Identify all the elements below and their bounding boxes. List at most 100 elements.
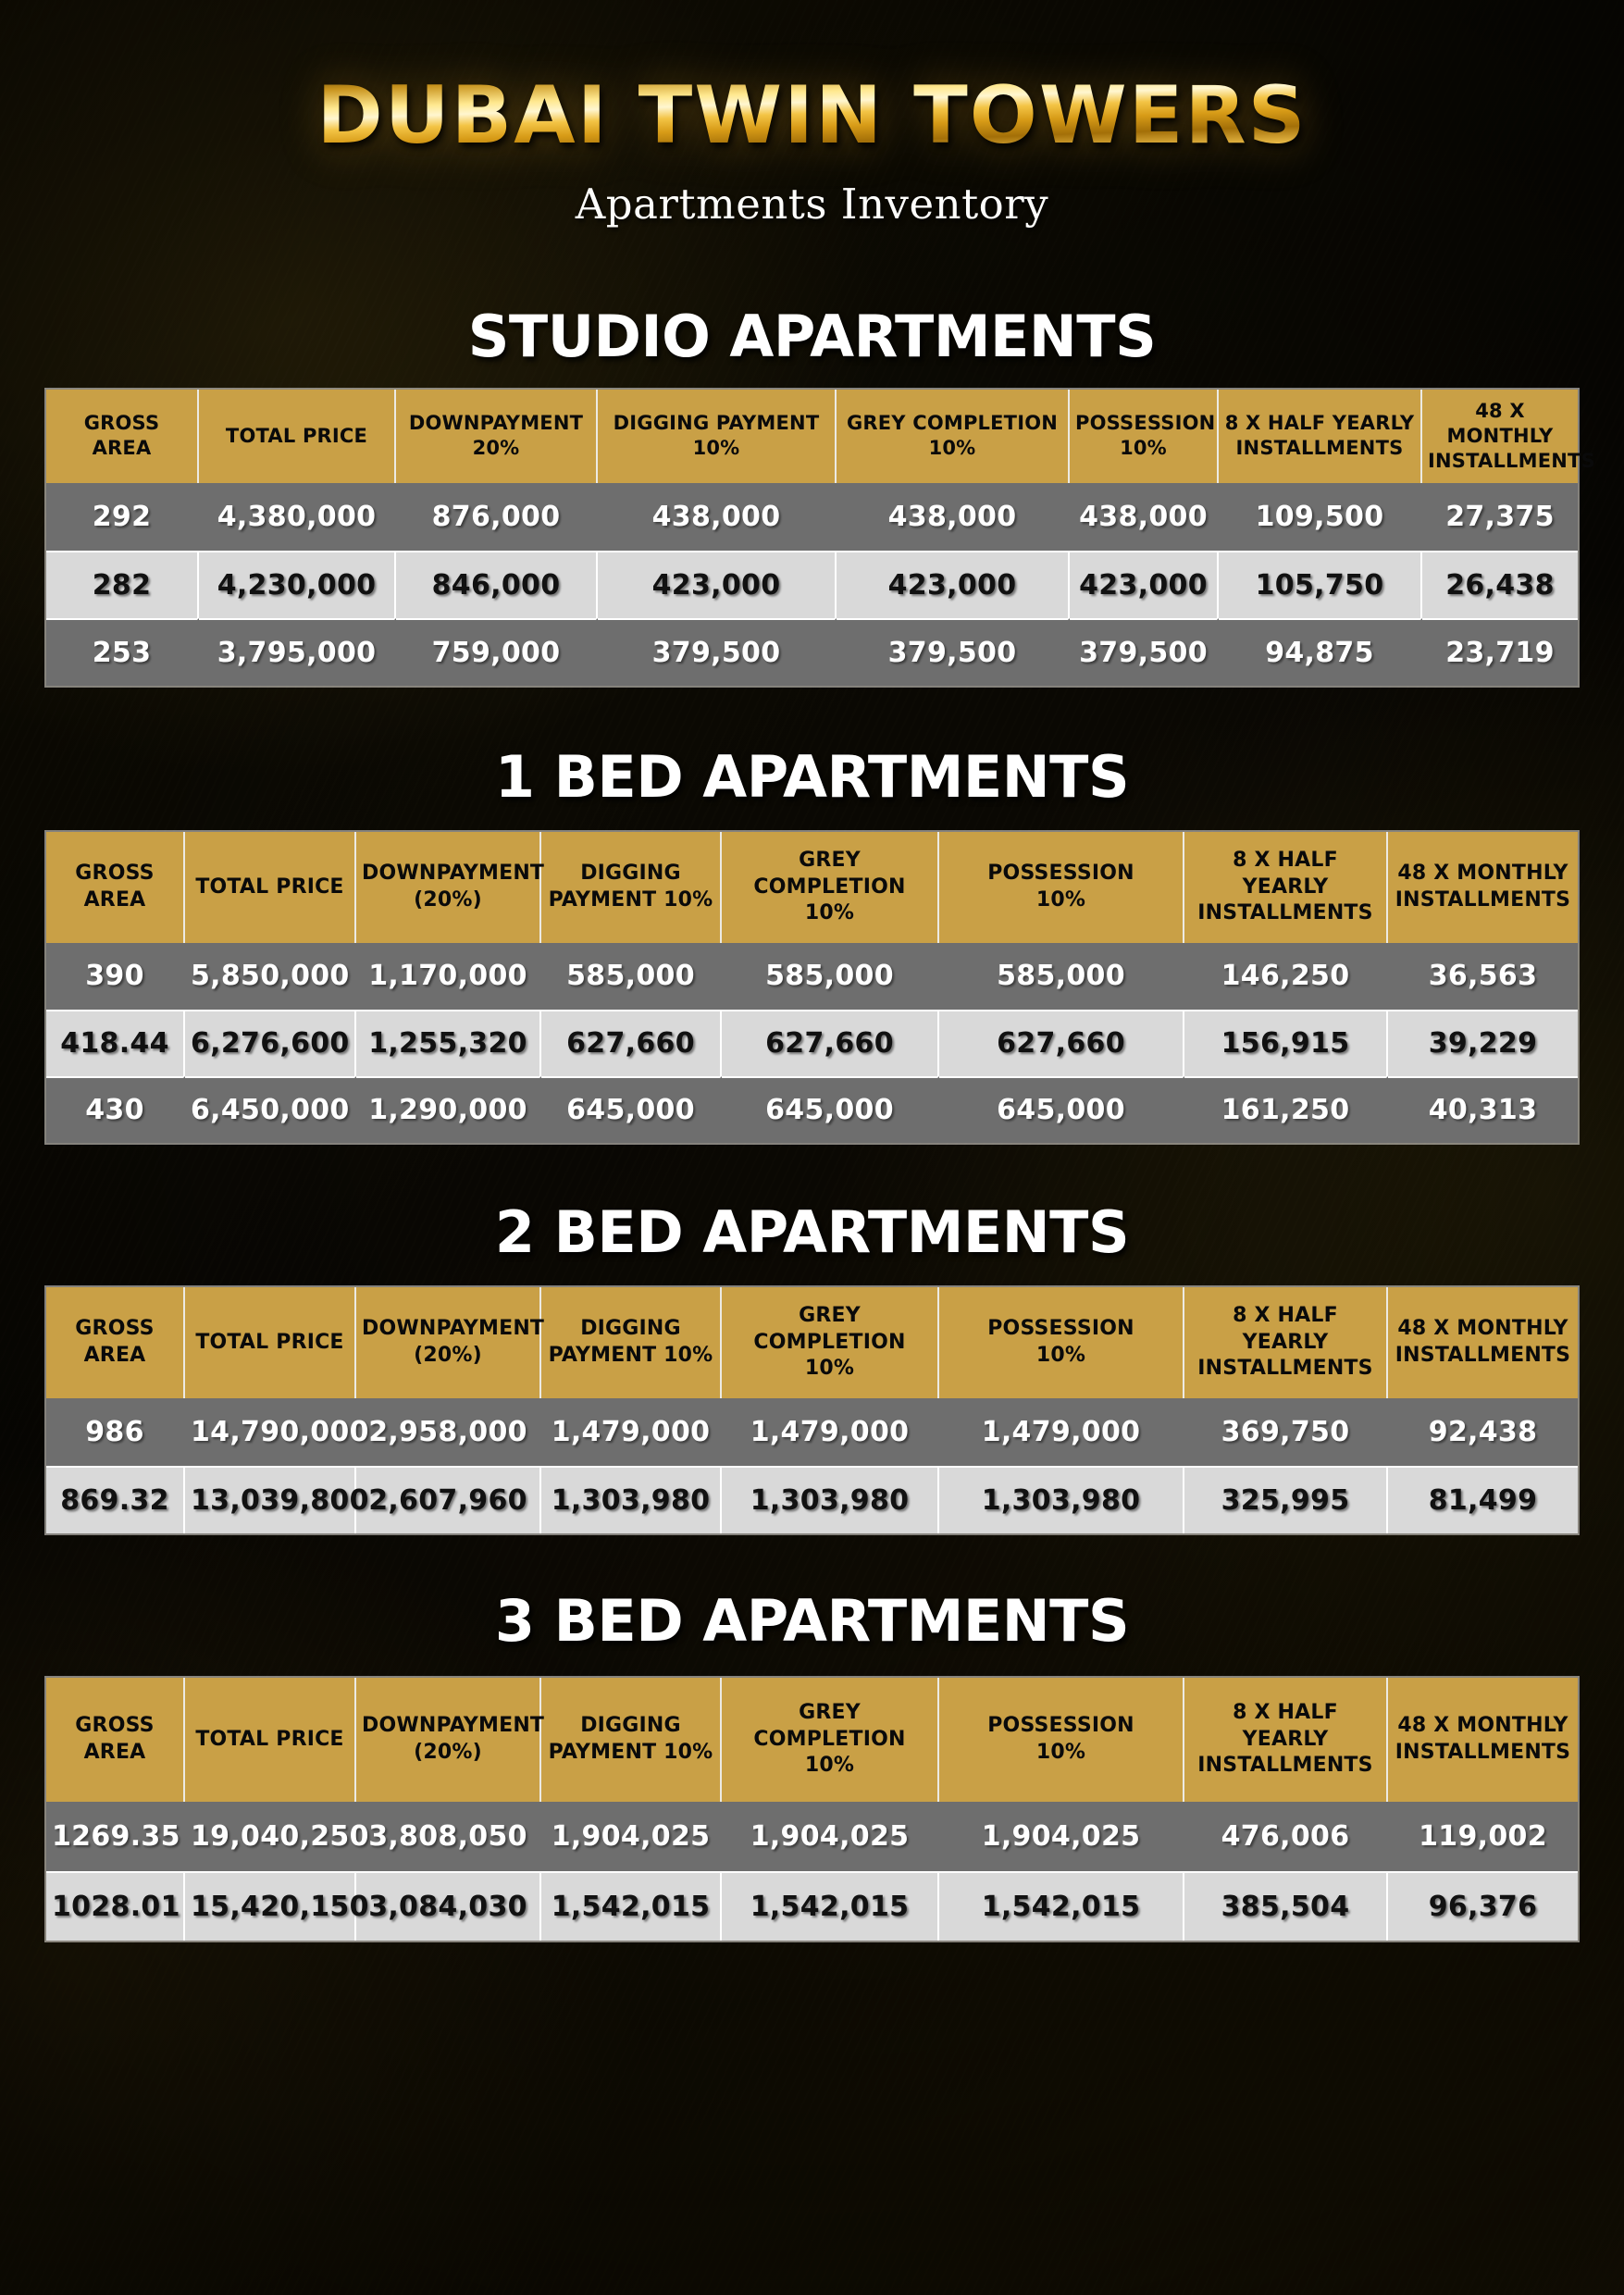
- table-cell: 423,000: [837, 550, 1070, 618]
- table-cell: 26,438: [1422, 550, 1578, 618]
- table-cell: 627,660: [722, 1009, 939, 1076]
- brand-title: DUBAI TWIN TOWERS: [316, 69, 1308, 162]
- column-header-line: 10%: [692, 437, 740, 460]
- column-header: GREY COMPLETION 10%: [722, 831, 939, 943]
- column-header-line: GROSS: [75, 1714, 155, 1738]
- column-header-line: AREA: [83, 1740, 146, 1764]
- column-header-line: TOTAL PRICE: [225, 424, 368, 447]
- table-row: 869.32 13,039,800 2,607,960 1,303,980 1,303,…: [46, 1465, 1578, 1533]
- column-header: 48 X MONTHLY INSTALLMENTS: [1422, 390, 1595, 483]
- column-header-line: PAYMENT 10%: [548, 1343, 713, 1367]
- table-cell: 1028.01: [46, 1870, 185, 1941]
- column-header-line: POSSESSION: [987, 1317, 1134, 1341]
- column-header: POSSESSION 10%: [939, 1677, 1184, 1802]
- table-cell: 119,002: [1388, 1801, 1578, 1871]
- table-cell: 96,376: [1388, 1870, 1578, 1941]
- header-row: GROSS AREA TOTAL PRICE DOWNPAYMENT (20%) DIGG…: [46, 1677, 1578, 1802]
- table-cell: 759,000: [396, 617, 598, 686]
- table-cell: 1,303,980: [939, 1465, 1184, 1533]
- table-header: GROSS AREA TOTAL PRICE DOWNPAYMENT (20%) DIGG…: [46, 1677, 1578, 1802]
- column-header-line: INSTALLMENTS: [1428, 449, 1595, 472]
- column-header-line: COMPLETION 10%: [753, 875, 906, 924]
- table-cell: 1,542,015: [939, 1870, 1184, 1941]
- column-header-line: COMPLETION 10%: [753, 1330, 906, 1380]
- table-cell: 36,563: [1388, 942, 1578, 1010]
- table-cell: 156,915: [1184, 1009, 1388, 1076]
- table-cell: 2,607,960: [356, 1465, 541, 1533]
- table-cell: 418.44: [46, 1009, 185, 1076]
- column-header-line: (20%): [414, 1740, 482, 1764]
- column-header: DOWNPAYMENT (20%): [356, 1677, 544, 1802]
- column-header-line: (20%): [414, 887, 482, 912]
- column-header-line: INSTALLMENTS: [1197, 1356, 1373, 1380]
- column-header-line: PAYMENT 10%: [548, 887, 713, 912]
- table-cell: 423,000: [1070, 550, 1219, 618]
- table-cell: 6,450,000: [185, 1075, 356, 1143]
- table-cell: 369,750: [1184, 1397, 1388, 1466]
- table-cell: 94,875: [1219, 617, 1422, 686]
- table-cell: 876,000: [396, 482, 598, 551]
- column-header-line: INSTALLMENTS: [1197, 900, 1373, 924]
- table-cell: 986: [46, 1397, 185, 1466]
- table-body: 390 5,850,000 1,170,000 585,000 585,000 585,0…: [46, 942, 1578, 1143]
- table-cell: 81,499: [1388, 1465, 1578, 1533]
- column-header-line: COMPLETION 10%: [753, 1727, 906, 1777]
- table-header: GROSS AREA TOTAL PRICE DOWNPAYMENT (20%) DIGG…: [46, 831, 1578, 943]
- column-header-line: 48 X MONTHLY: [1397, 1317, 1568, 1341]
- column-header: DIGGING PAYMENT 10%: [541, 831, 722, 943]
- column-header: DOWNPAYMENT (20%): [356, 1286, 545, 1398]
- table-cell: 476,006: [1184, 1801, 1388, 1871]
- table-row: 292 4,380,000 876,000 438,000 438,000 438,000…: [46, 482, 1578, 551]
- table-cell: 1,904,025: [939, 1801, 1184, 1871]
- table-row: 282 4,230,000 846,000 423,000 423,000 423,000…: [46, 550, 1578, 618]
- column-header-line: 8 X HALF YEARLY: [1224, 412, 1415, 435]
- table-cell: 645,000: [939, 1075, 1184, 1143]
- table-cell: 1,290,000: [356, 1075, 541, 1143]
- table-cell: 585,000: [722, 942, 939, 1010]
- table-cell: 379,500: [1070, 617, 1219, 686]
- column-header: GROSS AREA: [46, 390, 199, 483]
- column-header-line: GROSS: [75, 862, 155, 886]
- column-header-line: (20%): [414, 1343, 482, 1367]
- table-cell: 325,995: [1184, 1465, 1388, 1533]
- table-cell: 1,904,025: [722, 1801, 939, 1871]
- table-cell: 645,000: [722, 1075, 939, 1143]
- table-cell: 40,313: [1388, 1075, 1578, 1143]
- column-header: DIGGING PAYMENT 10%: [598, 390, 837, 483]
- column-header-line: GROSS AREA: [83, 412, 160, 460]
- column-header-line: GREY: [799, 1701, 861, 1725]
- column-header-line: 8 X HALF: [1233, 1701, 1338, 1725]
- table-row: 390 5,850,000 1,170,000 585,000 585,000 585,0…: [46, 942, 1578, 1010]
- table-row: 430 6,450,000 1,290,000 645,000 645,000 645,0…: [46, 1075, 1578, 1143]
- table-cell: 4,230,000: [199, 550, 396, 618]
- table-row: 986 14,790,000 2,958,000 1,479,000 1,479,000…: [46, 1397, 1578, 1466]
- table-row: 418.44 6,276,600 1,255,320 627,660 627,660 62…: [46, 1009, 1578, 1076]
- table-wrapper: GROSS AREA TOTAL PRICE DOWNPAYMENT (20%) DIGG…: [46, 1286, 1578, 1533]
- table-body: 292 4,380,000 876,000 438,000 438,000 438,000…: [46, 482, 1578, 686]
- header-row: GROSS AREA TOTAL PRICE DOWNPAYMENT (20%) DIGG…: [46, 831, 1578, 943]
- three-bed-apartments-table: GROSS AREA TOTAL PRICE DOWNPAYMENT (20%) DIGG…: [46, 1677, 1578, 1941]
- table-row: 253 3,795,000 759,000 379,500 379,500 379,500…: [46, 617, 1578, 686]
- column-header-line: DOWNPAYMENT: [362, 1317, 545, 1341]
- table-cell: 585,000: [939, 942, 1184, 1010]
- column-header-line: 10%: [1035, 1343, 1086, 1367]
- table-cell: 3,808,050: [356, 1801, 541, 1871]
- column-header: 8 X HALF YEARLY INSTALLMENTS: [1184, 1286, 1388, 1398]
- column-header: GREY COMPLETION 10%: [837, 390, 1070, 483]
- table-cell: 430: [46, 1075, 185, 1143]
- column-header: POSSESSION 10%: [939, 1286, 1184, 1398]
- table-row: 1028.01 15,420,150 3,084,030 1,542,015 1,542…: [46, 1870, 1578, 1941]
- section-1-bed-apartments: 1 BED APARTMENTS GROSS AREA TOTAL PRICE DOW…: [0, 686, 1624, 1143]
- table-cell: 1,303,980: [541, 1465, 722, 1533]
- table-cell: 379,500: [837, 617, 1070, 686]
- table-cell: 2,958,000: [356, 1397, 541, 1466]
- table-cell: 3,084,030: [356, 1870, 541, 1941]
- column-header: 8 X HALF YEARLY INSTALLMENTS: [1184, 831, 1388, 943]
- column-header-line: 10%: [1035, 887, 1086, 912]
- table-wrapper: GROSS AREA TOTAL PRICE DOWNPAYMENT 20% DIGGI…: [46, 390, 1595, 686]
- table-cell: 869.32: [46, 1465, 185, 1533]
- table-wrapper: GROSS AREA TOTAL PRICE DOWNPAYMENT (20%) DIGG…: [46, 1677, 1578, 1941]
- table-cell: 39,229: [1388, 1009, 1578, 1076]
- column-header: GROSS AREA: [46, 1286, 185, 1398]
